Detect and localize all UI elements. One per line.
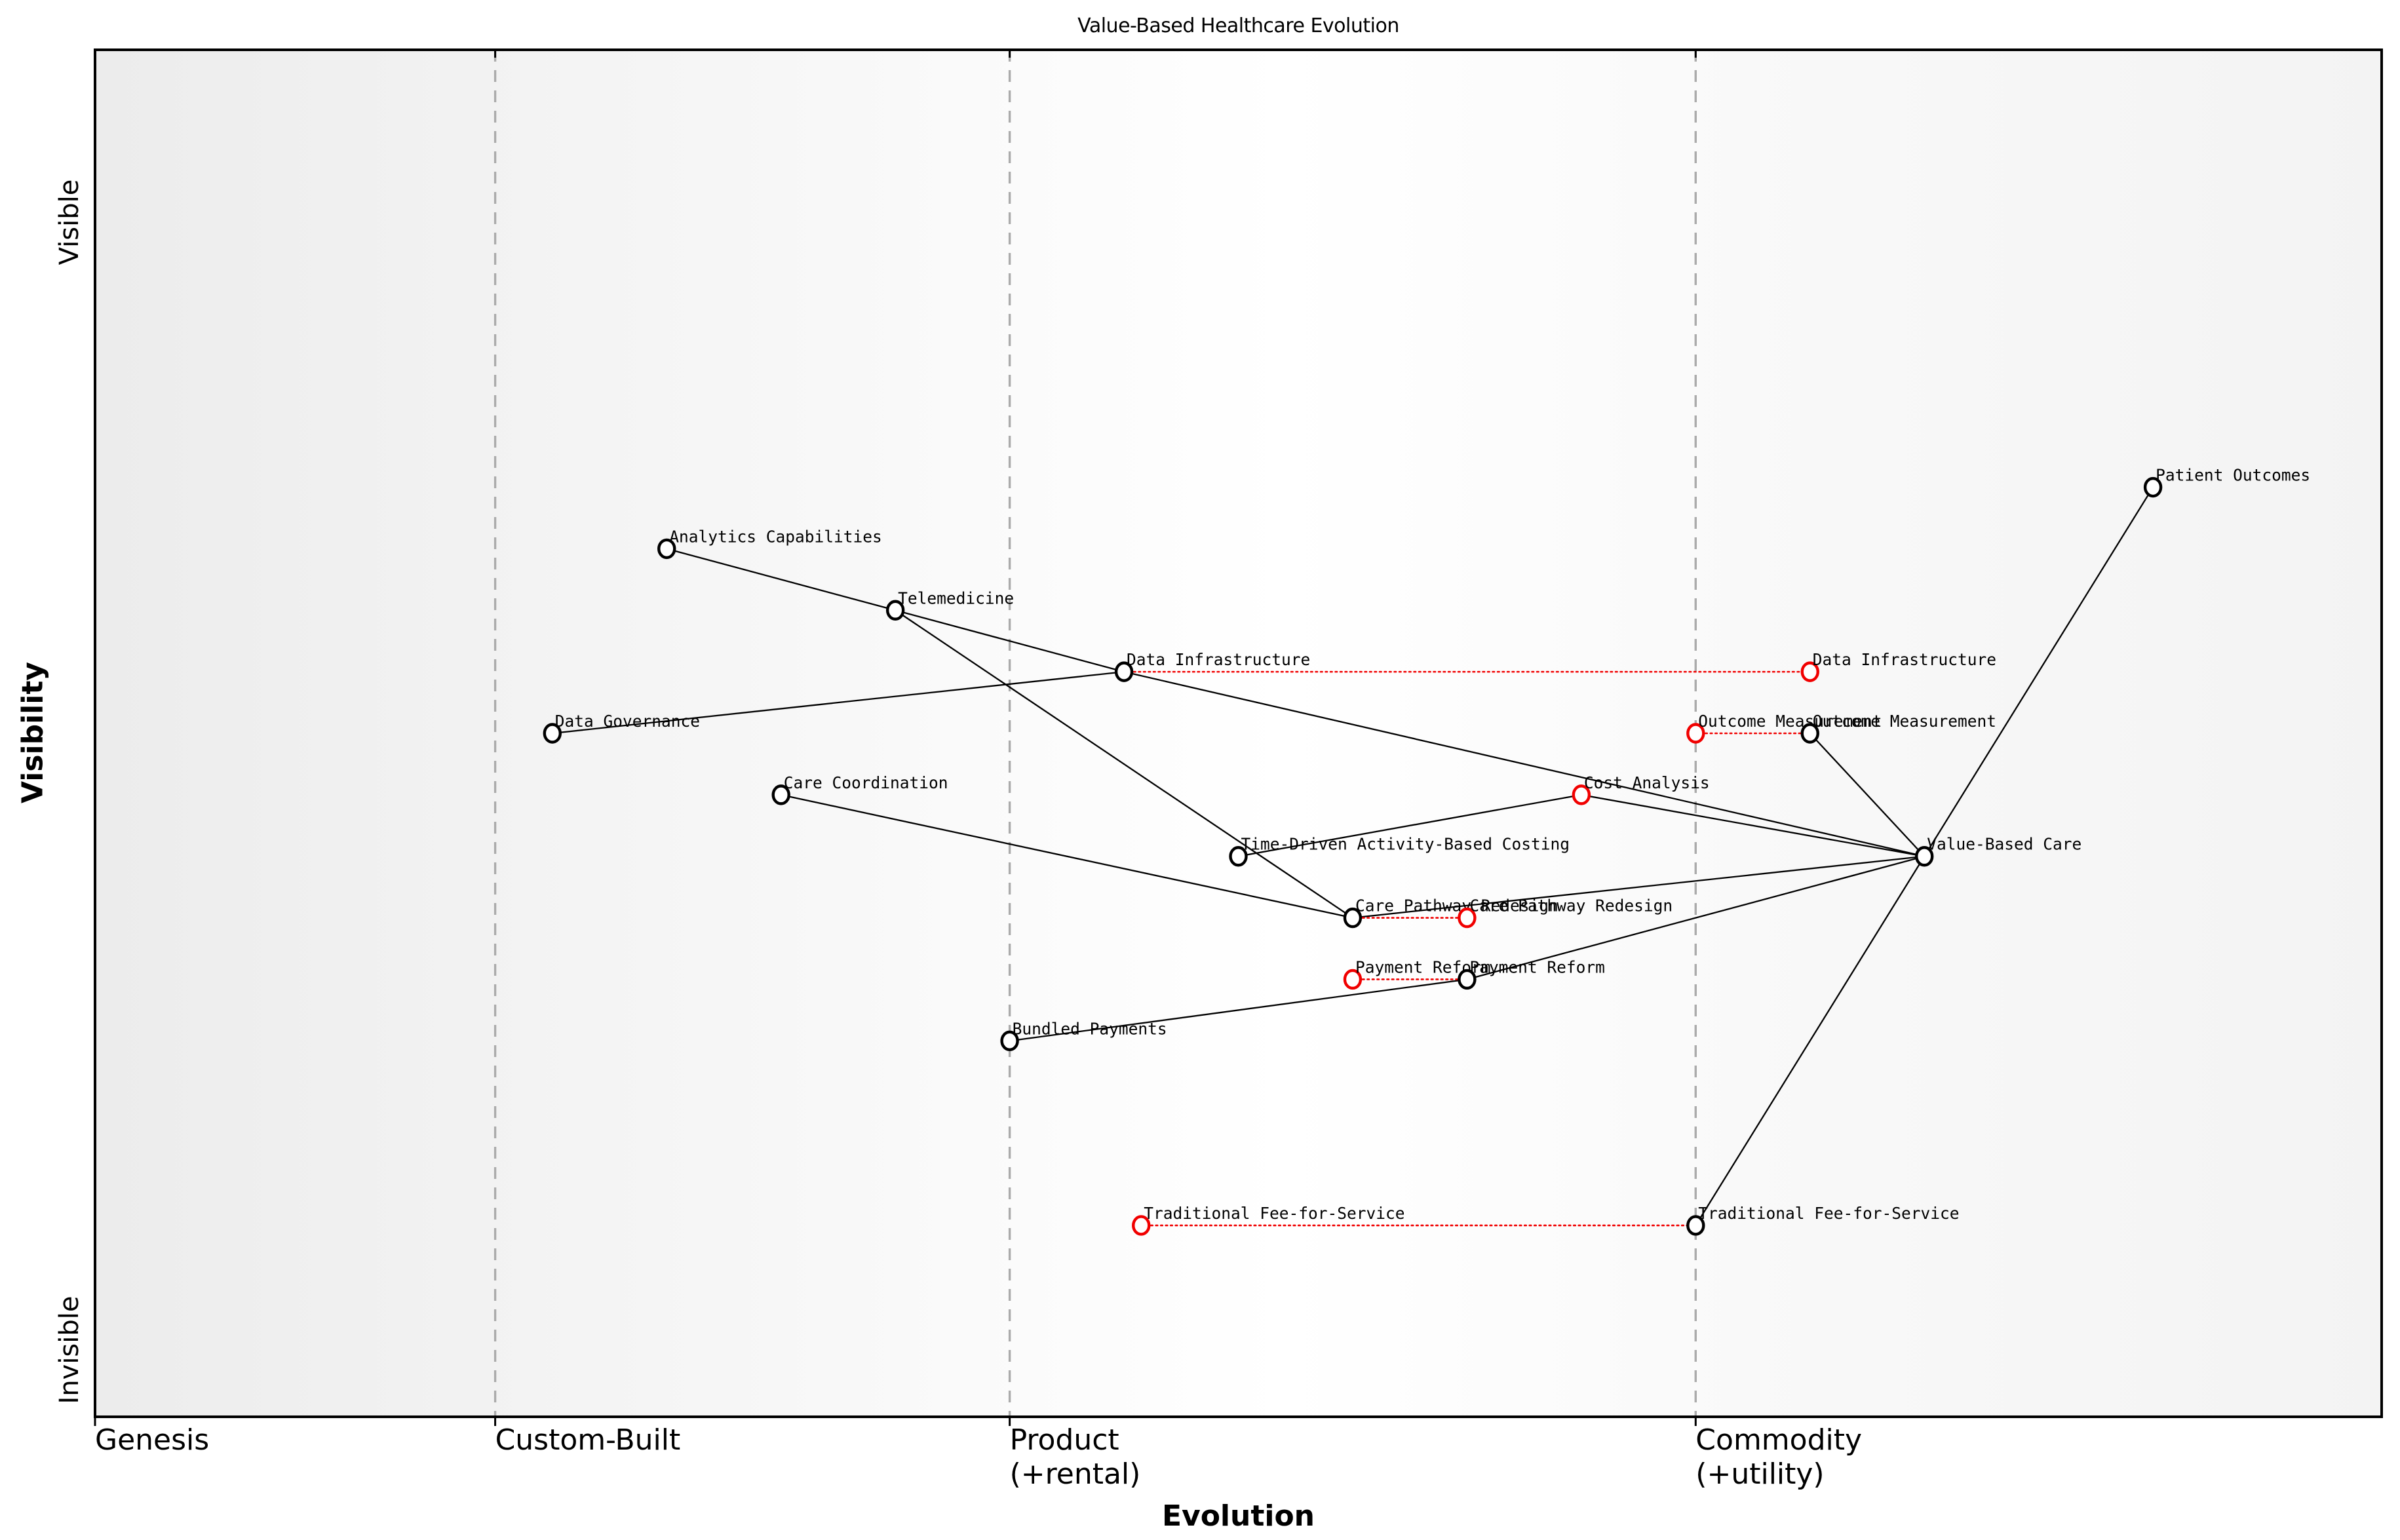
evolved-node-traditional-ffs-evolved: [1132, 1215, 1151, 1236]
node-label-traditional-ffs-evolved: Traditional Fee-for-Service: [1144, 1204, 1404, 1223]
node-label-data-infrastructure-evolved: Data Infrastructure: [1813, 650, 1996, 669]
node-care-coordination: [771, 784, 790, 805]
node-label-bundled-payments: Bundled Payments: [1013, 1019, 1167, 1038]
node-label-patient-outcomes: Patient Outcomes: [2156, 466, 2310, 485]
edge-data-infrastructure--value-based-care: [1123, 671, 1925, 857]
x-tick-label-genesis: Genesis: [95, 1423, 210, 1457]
y-tick-invisible: Invisible: [54, 1296, 85, 1404]
edge-payment-reform--value-based-care: [1467, 855, 1925, 980]
node-telemedicine: [885, 600, 905, 621]
node-bundled-payments: [1000, 1030, 1019, 1052]
edge-telemedicine--data-infrastructure: [895, 609, 1125, 673]
x-tick-label-product: Product (+rental): [1009, 1423, 1141, 1491]
node-care-pathway-redesign: [1343, 907, 1363, 929]
x-axis-title: Evolution: [1161, 1499, 1315, 1533]
edge-care-pathway-redesign--value-based-care: [1352, 855, 1925, 919]
edge-care-coordination--care-pathway-redesign: [781, 794, 1353, 919]
node-label-value-based-care: Value-Based Care: [1927, 835, 2081, 854]
node-label-care-coordination: Care Coordination: [784, 773, 948, 792]
node-time-driven-abc: [1229, 846, 1248, 867]
edge-analytics-capabilities--telemedicine: [666, 548, 896, 611]
edge-patient-outcomes--value-based-care: [1924, 486, 2154, 857]
edge-data-governance--data-infrastructure: [552, 670, 1125, 735]
x-tick-label-commodity: Commodity (+utility): [1695, 1423, 1863, 1491]
node-payment-reform: [1458, 969, 1477, 990]
plot-border: [94, 48, 2383, 1418]
node-label-data-infrastructure: Data Infrastructure: [1127, 650, 1310, 669]
evolved-node-outcome-measurement-evolved: [1686, 723, 1705, 744]
node-label-outcome-measurement-evolved: Outcome Measurement: [1698, 712, 1882, 731]
node-label-payment-reform: Payment Reform: [1469, 957, 1605, 976]
node-label-care-pathway-redesign-evolved: Care Pathway Redesign: [1469, 896, 1673, 915]
evolved-node-care-pathway-redesign-evolved: [1458, 907, 1477, 929]
node-label-analytics-capabilities: Analytics Capabilities: [669, 527, 882, 546]
edge-bundled-payments--payment-reform: [1009, 978, 1467, 1042]
node-data-governance: [543, 723, 562, 744]
edge-cost-analysis-evolved--value-based-care: [1581, 794, 1925, 857]
node-label-outcome-measurement: Outcome Measurement: [1813, 712, 1996, 731]
node-data-infrastructure: [1114, 661, 1134, 682]
node-value-based-care: [1914, 846, 1934, 867]
edge-time-driven-abc--cost-analysis-evolved: [1238, 794, 1582, 857]
node-analytics-capabilities: [657, 538, 676, 560]
edge-outcome-measurement--value-based-care: [1809, 733, 1926, 857]
node-outcome-measurement: [1800, 723, 1819, 744]
edge-telemedicine--care-pathway-redesign: [895, 609, 1353, 919]
evolved-node-cost-analysis-evolved: [1572, 784, 1591, 805]
node-label-care-pathway-redesign: Care Pathway Redesign: [1355, 896, 1558, 915]
node-label-cost-analysis-evolved: Cost Analysis: [1584, 773, 1710, 792]
evolved-node-payment-reform-evolved: [1343, 969, 1363, 990]
y-tick-visible: Visible: [54, 179, 85, 265]
node-label-traditional-ffs: Traditional Fee-for-Service: [1698, 1204, 1959, 1223]
node-patient-outcomes: [2143, 476, 2163, 498]
y-axis-title: Visibility: [16, 661, 50, 804]
edge-traditional-ffs--value-based-care: [1695, 856, 1926, 1226]
node-traditional-ffs: [1686, 1215, 1705, 1236]
node-label-time-driven-abc: Time-Driven Activity-Based Costing: [1241, 835, 1570, 854]
node-label-telemedicine: Telemedicine: [898, 588, 1014, 607]
chart-title: Value-Based Healthcare Evolution: [1077, 14, 1399, 37]
node-label-data-governance: Data Governance: [555, 712, 700, 731]
x-tick-label-custom-built: Custom-Built: [495, 1423, 681, 1457]
evolved-node-data-infrastructure-evolved: [1800, 661, 1819, 682]
